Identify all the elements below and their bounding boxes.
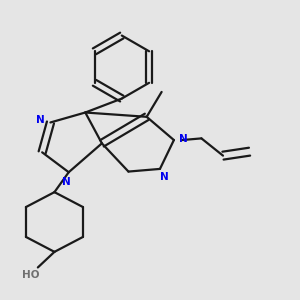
Text: N: N <box>62 176 70 187</box>
Text: N: N <box>179 134 188 144</box>
Text: N: N <box>160 172 168 182</box>
Text: N: N <box>36 116 45 125</box>
Text: HO: HO <box>22 270 40 280</box>
